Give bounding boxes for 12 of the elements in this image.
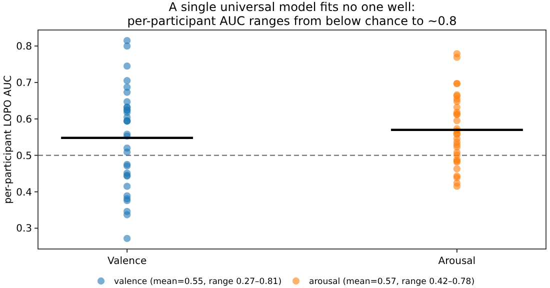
y-tick-label: 0.6	[16, 114, 32, 126]
y-axis-title: per-participant LOPO AUC	[3, 75, 14, 204]
y-tick-label: 0.7	[16, 78, 32, 89]
x-tick-label: Valence	[108, 256, 147, 267]
legend-label: arousal (mean=0.57, range 0.42–0.78)	[309, 276, 475, 287]
legend-label: valence (mean=0.55, range 0.27–0.81)	[114, 276, 282, 287]
y-tick-label: 0.8	[16, 42, 32, 53]
x-tick-label: Arousal	[438, 256, 476, 267]
chart-title: A single universal model fits no one well: per-participant AUC ranges from below chance to ~0.8	[127, 0, 457, 28]
y-tick-label: 0.5	[16, 150, 32, 162]
y-tick-label: 0.3	[16, 224, 32, 235]
y-tick-label: 0.4	[16, 187, 32, 198]
